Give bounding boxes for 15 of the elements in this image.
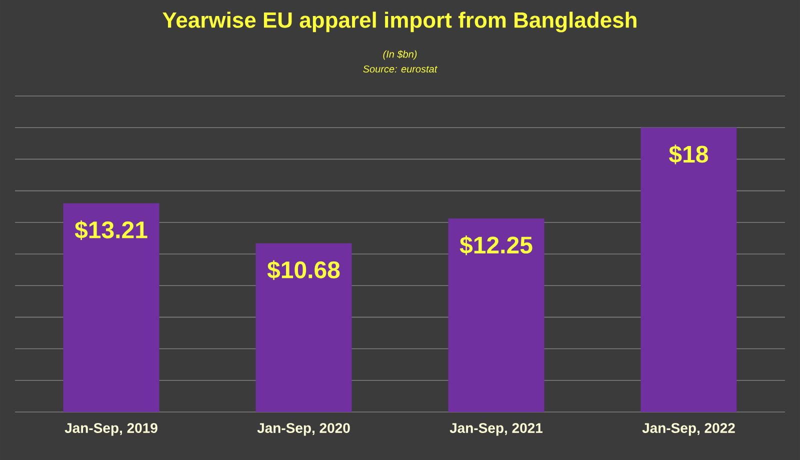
bar [256, 243, 352, 412]
data-label: $12.25 [460, 236, 532, 256]
bar [640, 128, 737, 412]
x-tick-label: Jan-Sep, 2019 [64, 423, 158, 436]
bar [63, 203, 160, 412]
data-label: $18 [669, 144, 708, 164]
data-label: $13.21 [74, 220, 148, 240]
data-label: $10.68 [267, 260, 340, 280]
x-tick-label: Jan-Sep, 2021 [450, 423, 543, 436]
x-tick-label: Jan-Sep, 2022 [642, 423, 735, 436]
x-tick-label: Jan-Sep, 2020 [257, 423, 350, 436]
chart-title: Yearwise EU apparel import from Bangladesh [162, 12, 636, 32]
chart-subtitle: (In $bn) [383, 50, 417, 60]
bar [448, 218, 544, 412]
source-note: Source: eurostat [363, 65, 438, 73]
